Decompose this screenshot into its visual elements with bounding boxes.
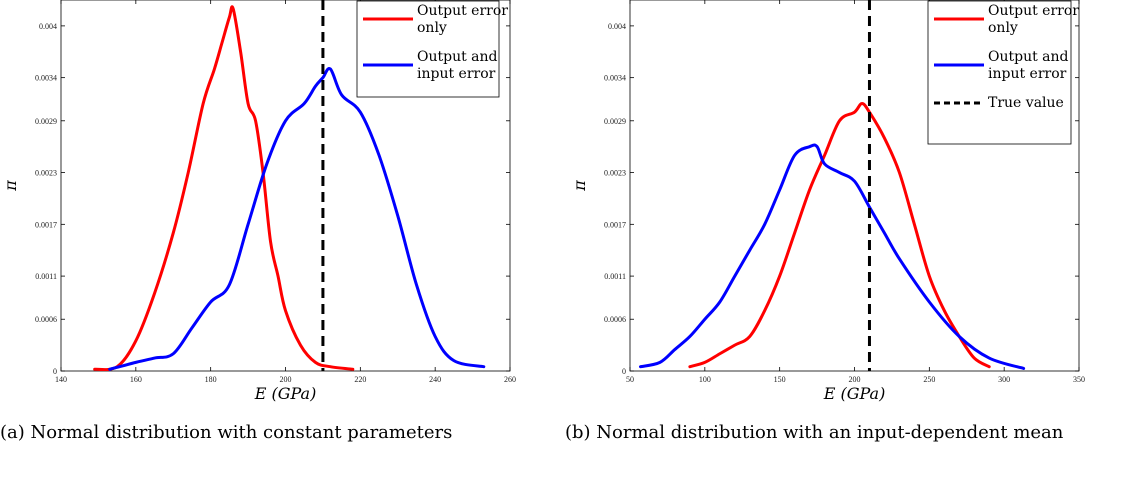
y-tick-label: 0.0017 xyxy=(604,220,626,229)
x-tick-label: 160 xyxy=(130,375,142,384)
y-tick-label: 0.0006 xyxy=(604,315,626,324)
legend-label-1: Output error only xyxy=(988,3,1079,36)
x-tick-label: 150 xyxy=(774,375,786,384)
caption-a: (a) Normal distribution with constant pa… xyxy=(0,422,453,443)
caption-b: (b) Normal distribution with an input-de… xyxy=(565,422,1064,443)
y-tick-label: 0.0006 xyxy=(35,315,57,324)
y-tick-label: 0.0034 xyxy=(35,74,57,83)
y-tick-label: 0.0023 xyxy=(604,169,626,178)
series-line-2 xyxy=(108,66,486,371)
chart-panel-a: 140 160 180 200 220 240 260 0 0.0006 0.0011 0.0017… xyxy=(1,0,516,403)
y-tick-label: 0 xyxy=(53,367,57,376)
x-tick-label: 200 xyxy=(280,375,292,384)
x-tick-label: 260 xyxy=(504,375,516,384)
series-line-1 xyxy=(93,5,355,371)
x-tick-label: 240 xyxy=(429,375,441,384)
legend-label-2: Output and input error xyxy=(988,49,1069,82)
x-axis-label: E (GPa) xyxy=(823,384,886,403)
x-axis-label: E (GPa) xyxy=(254,384,317,403)
y-tick-label: 0.0034 xyxy=(604,74,626,83)
x-tick-label: 300 xyxy=(998,375,1010,384)
y-axis-label: π xyxy=(1,180,20,192)
series-line-1 xyxy=(688,102,991,369)
x-tick-label: 220 xyxy=(354,375,366,384)
legend-box xyxy=(927,0,1072,145)
y-tick-label: 0.0011 xyxy=(604,272,626,281)
y-tick-label: 0 xyxy=(622,367,626,376)
y-tick-label: 0.004 xyxy=(608,22,626,31)
y-tick-label: 0.0029 xyxy=(35,117,57,126)
series-line-2 xyxy=(638,143,1026,370)
x-tick-label: 350 xyxy=(1073,375,1085,384)
x-tick-label: 50 xyxy=(626,375,634,384)
y-tick-label: 0.0023 xyxy=(35,169,57,178)
y-tick-label: 0.0029 xyxy=(604,117,626,126)
legend-box xyxy=(356,0,500,98)
x-tick-label: 200 xyxy=(849,375,861,384)
x-tick-label: 140 xyxy=(55,375,67,384)
y-tick-label: 0.0017 xyxy=(35,220,57,229)
x-tick-label: 100 xyxy=(699,375,711,384)
x-tick-label: 250 xyxy=(923,375,935,384)
chart-panel-b: 50 100 150 200 250 300 350 0 0.0006 0.0011 0.0017 0… xyxy=(570,0,1085,403)
legend-label-1: Output error only xyxy=(417,3,508,36)
y-axis-label: π xyxy=(570,180,589,192)
legend-label-3: True value xyxy=(988,95,1064,111)
x-tick-label: 180 xyxy=(205,375,217,384)
legend-label-2: Output and input error xyxy=(417,49,498,82)
y-tick-label: 0.0011 xyxy=(35,272,57,281)
y-tick-label: 0.004 xyxy=(39,22,57,31)
